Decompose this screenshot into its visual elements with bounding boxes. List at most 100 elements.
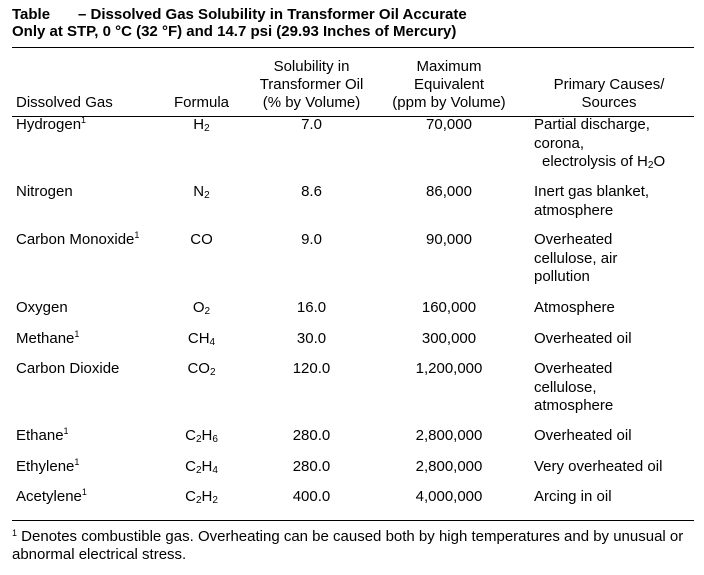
formula-symbol: C <box>185 488 196 505</box>
max-equivalent-cell: 70,000 <box>426 116 472 133</box>
gas-name: Ethane <box>16 427 64 444</box>
formula-cell: H2 <box>154 116 249 183</box>
formula-cell: CO2 <box>154 360 249 427</box>
cause-line: Arcing in oil <box>534 488 612 505</box>
footnote: 1 Denotes combustible gas. Overheating c… <box>12 528 692 564</box>
table-body: Hydrogen1 H2 7.0 70,000 Partial discharge, co… <box>12 116 694 518</box>
header-causes-line: Primary Causes/ <box>553 76 665 93</box>
header-maximum-equivalent: Maximum Equivalent (ppm by Volume) <box>374 58 524 116</box>
header-max-line: (ppm by Volume) <box>392 94 506 111</box>
formula-symbol: CO <box>187 360 210 377</box>
max-equivalent-cell: 2,800,000 <box>415 427 483 444</box>
solubility-cell: 400.0 <box>292 488 331 505</box>
formula-symbol: C <box>185 427 196 444</box>
table-title: Table – Dissolved Gas Solubility in Trans… <box>12 6 467 40</box>
formula-subscript: 2 <box>209 367 216 378</box>
formula-symbol: C <box>185 458 196 475</box>
cause-line: Inert gas blanket, <box>534 183 650 200</box>
header-solubility-line: Transformer Oil <box>259 76 364 93</box>
gas-name: Acetylene <box>16 488 82 505</box>
formula-cell: N2 <box>154 183 249 231</box>
combustible-mark: 1 <box>74 329 80 339</box>
primary-causes-cell: Atmosphere <box>524 299 694 330</box>
primary-causes-cell: Partial discharge, corona, electrolysis of… <box>524 116 694 183</box>
formula-subscript: 2 <box>647 160 654 171</box>
table-row: Ethylene1 C2H4 280.0 2,800,000 Very overheat… <box>12 458 694 488</box>
combustible-mark: 1 <box>63 426 69 436</box>
primary-causes-cell: Overheated oil <box>524 330 694 360</box>
cause-line: Overheated <box>534 231 613 248</box>
primary-causes-cell: Inert gas blanket, atmosphere <box>524 183 694 231</box>
cause-text: O <box>653 153 666 170</box>
gas-name-cell: Carbon Dioxide <box>12 360 154 427</box>
max-equivalent-cell: 300,000 <box>421 330 477 347</box>
formula-symbol: CH <box>187 330 210 347</box>
gas-name-cell: Oxygen <box>12 299 154 330</box>
solubility-cell: 280.0 <box>292 458 331 475</box>
formula-symbol: H <box>201 488 213 505</box>
gas-name: Hydrogen <box>16 116 82 133</box>
cause-line: Overheated oil <box>534 330 632 347</box>
formula-cell: C2H2 <box>154 488 249 518</box>
max-equivalent-cell: 90,000 <box>426 231 472 248</box>
combustible-mark: 1 <box>74 457 80 467</box>
formula-symbol: H <box>193 116 205 133</box>
formula-subscript: 2 <box>195 434 202 445</box>
header-solubility-line: (% by Volume) <box>262 94 361 111</box>
solubility-cell: 8.6 <box>301 183 322 200</box>
formula-cell: CH4 <box>154 330 249 360</box>
max-equivalent-cell: 160,000 <box>421 299 477 316</box>
max-equivalent-cell: 4,000,000 <box>415 488 483 505</box>
max-equivalent-cell: 1,200,000 <box>415 360 483 377</box>
header-dissolved-gas: Dissolved Gas <box>16 94 113 111</box>
gas-name-cell: Hydrogen1 <box>12 116 154 183</box>
formula-cell: O2 <box>154 299 249 330</box>
gas-name-cell: Carbon Monoxide1 <box>12 231 154 299</box>
primary-causes-cell: Overheated cellulose, air pollution <box>524 231 694 299</box>
header-solubility: Solubility in Transformer Oil (% by Volu… <box>249 58 374 116</box>
gas-name: Ethylene <box>16 458 75 475</box>
table-row: Oxygen O2 16.0 160,000 Atmosphere <box>12 299 694 330</box>
table-row: Ethane1 C2H6 280.0 2,800,000 Overheated oil <box>12 427 694 458</box>
combustible-mark: 1 <box>81 115 87 125</box>
solubility-cell: 7.0 <box>301 116 322 133</box>
solubility-cell: 16.0 <box>296 299 327 316</box>
gas-name: Carbon Dioxide <box>16 360 120 377</box>
formula-subscript: 6 <box>212 434 218 445</box>
formula-symbol: H <box>201 427 213 444</box>
header-causes-line: Sources <box>581 94 637 111</box>
table-row: Carbon Dioxide CO2 120.0 1,200,000 Overheate… <box>12 360 694 427</box>
primary-causes-cell: Very overheated oil <box>524 458 694 488</box>
formula-symbol: N <box>193 183 205 200</box>
footnote-text: Denotes combustible gas. Overheating can… <box>12 528 684 563</box>
gas-name: Oxygen <box>16 299 68 316</box>
formula-subscript: 4 <box>209 337 216 348</box>
gas-name: Methane <box>16 330 75 347</box>
gas-name-cell: Methane1 <box>12 330 154 360</box>
cause-line: corona, <box>534 134 585 152</box>
title-line-1: Table – Dissolved Gas Solubility in Trans… <box>12 6 467 23</box>
formula-subscript: 2 <box>204 123 210 134</box>
header-bottom-rule <box>12 116 694 117</box>
cause-line: Overheated oil <box>534 427 632 444</box>
header-row: Dissolved Gas Formula Solubility in Tran… <box>12 58 694 116</box>
solubility-table: Dissolved Gas Formula Solubility in Tran… <box>12 58 694 518</box>
formula-symbol: CO <box>190 231 213 248</box>
gas-name-cell: Acetylene1 <box>12 488 154 518</box>
title-text-1: – Dissolved Gas Solubility in Transforme… <box>78 6 467 23</box>
header-formula: Formula <box>173 94 229 111</box>
cause-line: atmosphere <box>534 201 614 219</box>
cause-line: Partial discharge, <box>534 116 650 133</box>
cause-line: atmosphere <box>534 397 614 414</box>
header-top-rule <box>12 47 694 48</box>
table-row: Hydrogen1 H2 7.0 70,000 Partial discharge, co… <box>12 116 694 183</box>
solubility-cell: 30.0 <box>296 330 327 347</box>
table-row: Methane1 CH4 30.0 300,000 Overheated oil <box>12 330 694 360</box>
solubility-cell: 120.0 <box>292 360 331 377</box>
formula-symbol: O <box>192 299 205 316</box>
formula-cell: CO <box>154 231 249 299</box>
solubility-cell: 280.0 <box>292 427 331 444</box>
formula-symbol: H <box>201 458 213 475</box>
formula-subscript: 2 <box>195 465 202 476</box>
header-max-line: Maximum <box>416 58 482 75</box>
